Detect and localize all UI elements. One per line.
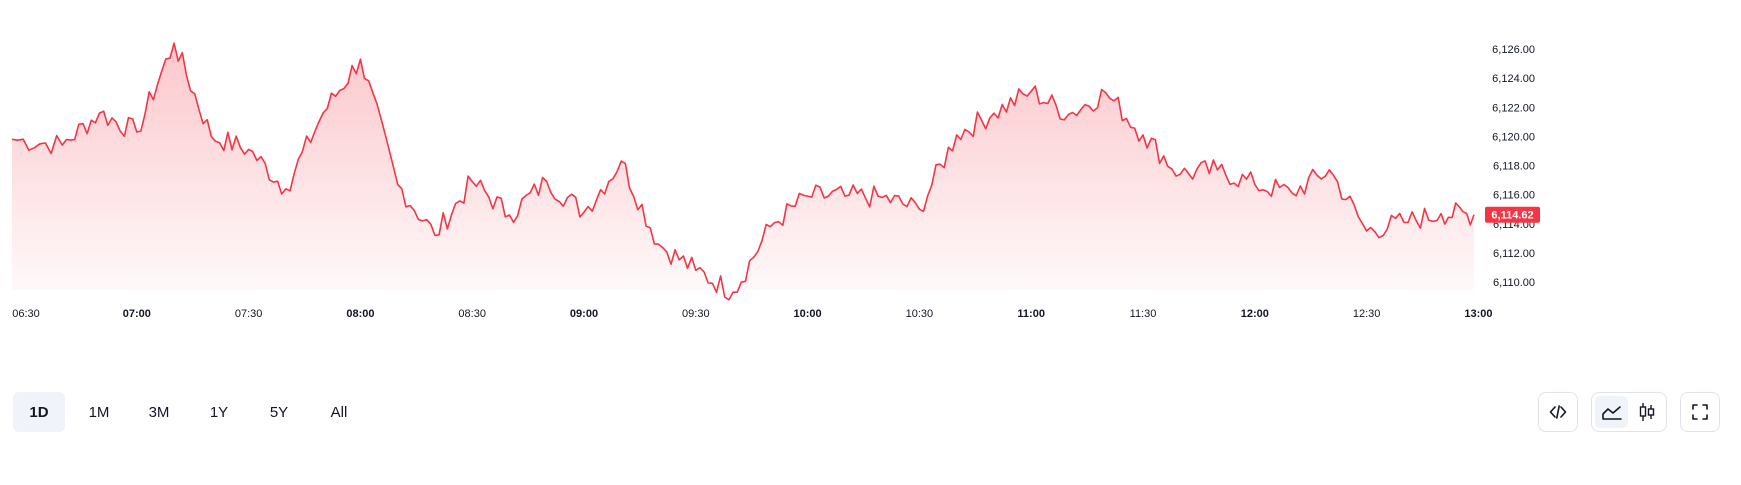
x-tick-label: 09:30 xyxy=(682,308,710,320)
y-tick-label: 6,122.00 xyxy=(1492,102,1535,114)
x-tick-label: 07:30 xyxy=(235,308,263,320)
x-tick-label: 10:00 xyxy=(794,308,822,320)
fullscreen-icon xyxy=(1690,402,1710,422)
y-tick-label: 6,112.00 xyxy=(1493,248,1535,260)
x-tick-label: 11:30 xyxy=(1130,308,1157,320)
code-icon xyxy=(1548,402,1568,422)
price-area-fill xyxy=(12,43,1474,300)
x-tick-label: 06:30 xyxy=(12,308,40,320)
price-chart[interactable]: 6,110.006,112.006,114.006,116.006,118.00… xyxy=(0,0,1741,345)
x-tick-label: 07:00 xyxy=(123,308,151,320)
y-tick-label: 6,124.00 xyxy=(1492,73,1535,85)
range-button-1m[interactable]: 1M xyxy=(73,392,125,432)
x-tick-label: 13:00 xyxy=(1464,308,1492,320)
last-price-tag: 6,114.62 xyxy=(1485,207,1540,223)
chart-style-toggle xyxy=(1591,392,1667,432)
y-tick-label: 6,118.00 xyxy=(1493,161,1535,173)
range-button-1d[interactable]: 1D xyxy=(13,392,65,432)
x-tick-label: 10:30 xyxy=(906,308,934,320)
range-button-all[interactable]: All xyxy=(313,392,365,432)
range-button-3m[interactable]: 3M xyxy=(133,392,185,432)
x-tick-label: 08:30 xyxy=(458,308,486,320)
x-tick-label: 12:30 xyxy=(1353,308,1381,320)
x-tick-label: 12:00 xyxy=(1241,308,1269,320)
x-tick-label: 11:00 xyxy=(1017,308,1045,320)
fullscreen-button[interactable] xyxy=(1680,392,1720,432)
last-price-label: 6,114.62 xyxy=(1491,210,1533,222)
candlestick-icon xyxy=(1637,401,1657,423)
y-tick-label: 6,126.00 xyxy=(1492,44,1535,56)
y-tick-label: 6,110.00 xyxy=(1493,277,1535,289)
y-tick-label: 6,116.00 xyxy=(1493,190,1535,202)
candle-style-button[interactable] xyxy=(1630,396,1663,428)
range-button-5y[interactable]: 5Y xyxy=(253,392,305,432)
x-tick-label: 08:00 xyxy=(346,308,374,320)
area-style-button[interactable] xyxy=(1595,396,1628,428)
range-button-1y[interactable]: 1Y xyxy=(193,392,245,432)
y-axis: 6,110.006,112.006,114.006,116.006,118.00… xyxy=(1492,44,1535,289)
x-axis: 06:30 07:00 07:30 08:00 08:30 09:00 09:30 10:00… xyxy=(12,308,1492,320)
area-chart-icon xyxy=(1601,402,1623,422)
x-tick-label: 09:00 xyxy=(570,308,598,320)
range-toolbar: 1D 1M 3M 1Y 5Y All xyxy=(13,392,365,432)
embed-button[interactable] xyxy=(1538,392,1578,432)
y-tick-label: 6,120.00 xyxy=(1492,131,1535,143)
